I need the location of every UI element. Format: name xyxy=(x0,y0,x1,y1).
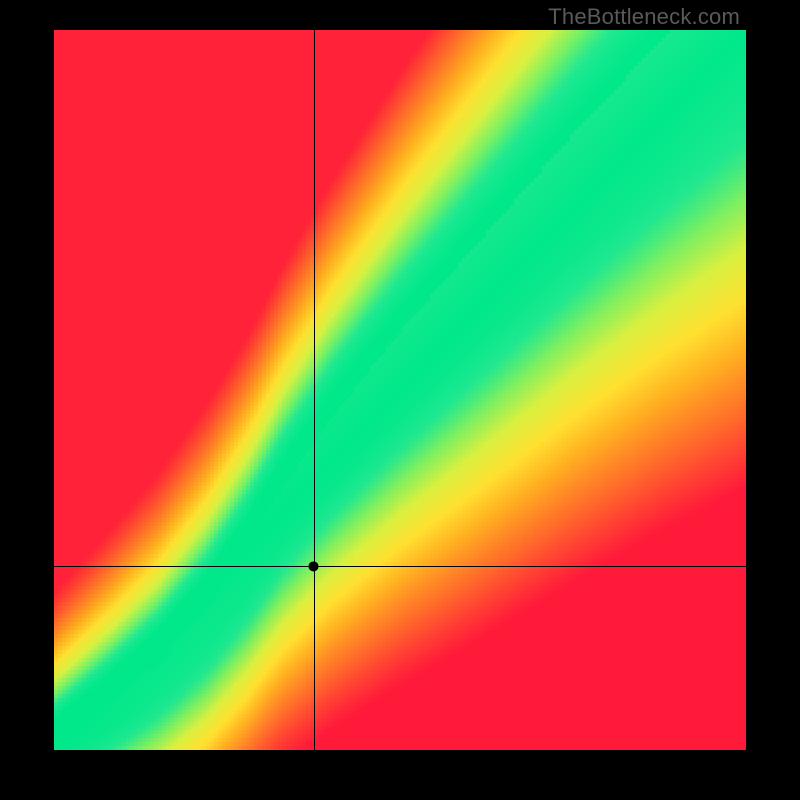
watermark-text: TheBottleneck.com xyxy=(548,4,740,30)
bottleneck-heatmap xyxy=(0,0,800,800)
